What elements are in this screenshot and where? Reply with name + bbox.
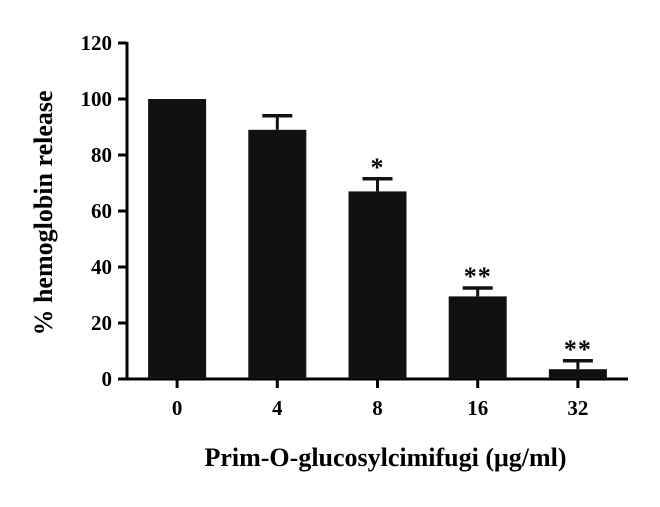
bar bbox=[148, 99, 207, 379]
x-tick-label: 4 bbox=[272, 396, 283, 420]
bar bbox=[248, 129, 307, 379]
x-axis-ticks: 0 4 8 16 32 bbox=[172, 379, 588, 420]
bar bbox=[548, 369, 607, 379]
x-tick-label: 8 bbox=[372, 396, 383, 420]
y-tick-label: 20 bbox=[91, 311, 112, 335]
y-axis-ticks: 0 20 40 60 80 100 120 bbox=[81, 31, 127, 391]
y-tick-label: 40 bbox=[91, 255, 112, 279]
y-tick-label: 100 bbox=[81, 87, 113, 111]
y-tick-label: 120 bbox=[81, 31, 113, 55]
significance-label: ** bbox=[464, 262, 492, 291]
x-tick-label: 16 bbox=[467, 396, 488, 420]
x-tick-label: 32 bbox=[567, 396, 588, 420]
x-tick-label: 0 bbox=[172, 396, 183, 420]
bar bbox=[348, 191, 407, 379]
significance-label: * bbox=[371, 153, 385, 182]
x-axis-title: Prim-O-glucosylcimifugi (μg/ml) bbox=[204, 443, 566, 472]
y-axis-title: % hemoglobin release bbox=[29, 90, 58, 335]
significance-label: ** bbox=[564, 335, 592, 364]
bar bbox=[448, 296, 507, 379]
y-tick-label: 0 bbox=[102, 367, 113, 391]
bar-series bbox=[148, 99, 607, 379]
y-tick-label: 80 bbox=[91, 143, 112, 167]
y-tick-label: 60 bbox=[91, 199, 112, 223]
significance-annotations: ***** bbox=[371, 153, 592, 364]
error-bars bbox=[262, 114, 593, 370]
